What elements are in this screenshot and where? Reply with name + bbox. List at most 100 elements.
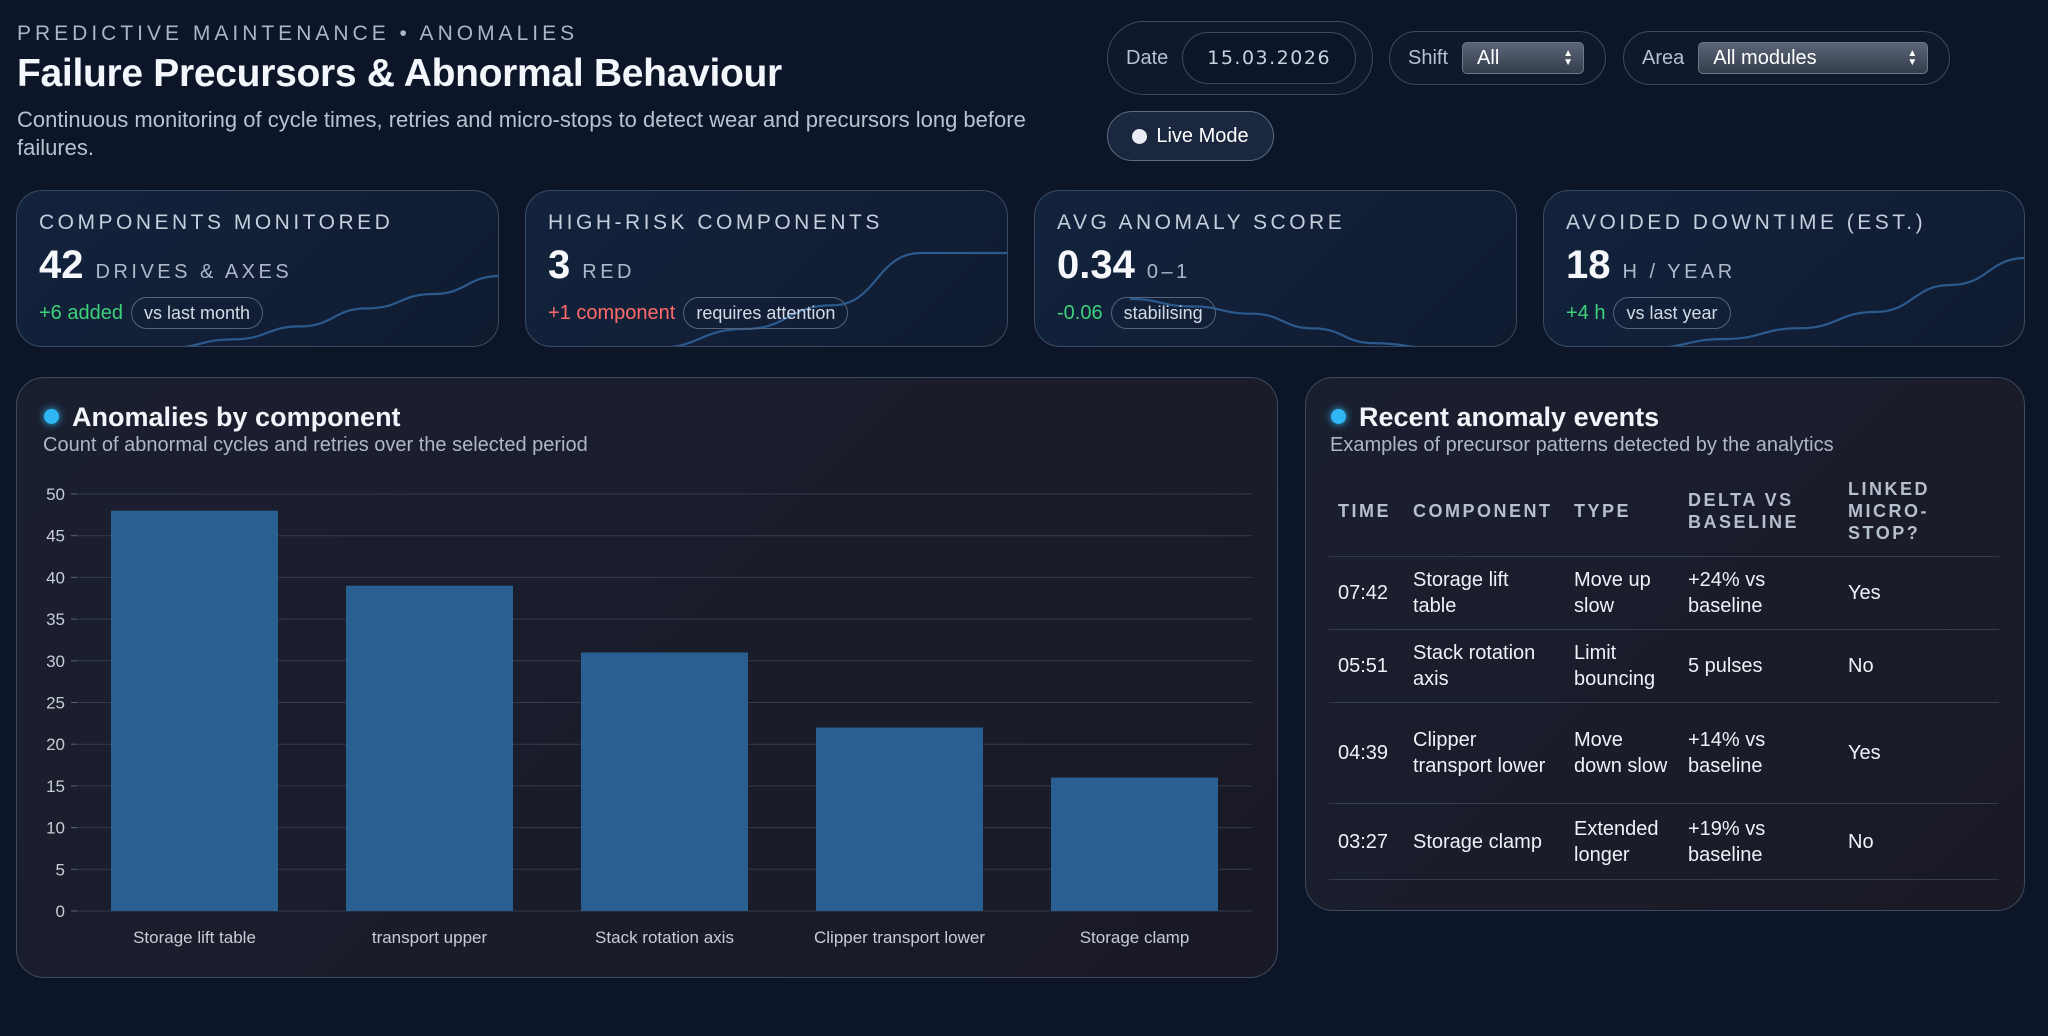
page-subtitle: Continuous monitoring of cycle times, re…: [17, 107, 1026, 160]
column-header-delta: DELTA VS BASELINE: [1688, 490, 1800, 532]
y-tick-label: 30: [46, 652, 65, 671]
kpi-unit: H / YEAR: [1622, 261, 1736, 283]
kpi-sparkline: [1129, 297, 1416, 346]
kpi-value: 18: [1566, 243, 1611, 287]
panel-indicator-dot: [1331, 409, 1346, 424]
kpi-label: COMPONENTS MONITORED: [39, 211, 394, 234]
live-mode-button[interactable]: Live Mode: [1107, 111, 1274, 161]
area-filter: Area All modules ▲ ▼: [1623, 31, 1950, 85]
x-tick-label: Clipper transport lower: [814, 928, 985, 947]
area-select-value: All modules: [1713, 46, 1817, 69]
bar[interactable]: [346, 585, 513, 911]
select-arrows-icon: ▲ ▼: [1907, 48, 1918, 68]
bar[interactable]: [1051, 777, 1218, 911]
y-tick-label: 5: [56, 860, 65, 879]
kpi-value: 42: [39, 243, 84, 287]
kpi-value: 3: [548, 243, 571, 287]
y-tick-label: 25: [46, 694, 65, 713]
event-linked-microstop: Yes: [1839, 556, 1999, 630]
table-row[interactable]: 07:42 Storage lift table Move up slow +2…: [1329, 556, 1999, 630]
section-eyebrow: PREDICTIVE MAINTENANCE • ANOMALIES: [17, 22, 579, 45]
bar[interactable]: [816, 727, 983, 911]
event-linked-microstop: No: [1839, 803, 1999, 880]
kpi-delta: +1 component: [548, 301, 676, 324]
events-table: TIME COMPONENT TYPE DELTA VS BASELINE LI…: [1329, 478, 1999, 880]
event-type: Move up slow: [1565, 556, 1679, 630]
kpi-comparison-chip: vs last month: [130, 297, 264, 329]
y-tick-label: 40: [46, 568, 65, 587]
event-component: Storage clamp: [1404, 803, 1565, 880]
event-delta: +24% vs baseline: [1679, 556, 1840, 630]
shift-select[interactable]: All ▲ ▼: [1462, 42, 1585, 74]
event-component: Storage lift table: [1404, 556, 1565, 630]
kpi-delta: -0.06: [1057, 301, 1103, 324]
x-tick-label: transport upper: [372, 928, 488, 947]
kpi-value: 0.34: [1057, 243, 1135, 287]
kpi-card-avg-anomaly-score: AVG ANOMALY SCORE 0.34 0–1 -0.06 stabili…: [1034, 190, 1517, 347]
column-header-component: COMPONENT: [1413, 501, 1553, 521]
event-time: 05:51: [1329, 629, 1404, 703]
bar[interactable]: [581, 652, 748, 911]
x-tick-label: Storage lift table: [133, 928, 256, 947]
event-type: Limit bouncing: [1565, 629, 1679, 703]
kpi-card-avoided-downtime: AVOIDED DOWNTIME (EST.) 18 H / YEAR +4 h…: [1543, 190, 2025, 347]
kpi-unit: RED: [582, 261, 635, 283]
kpi-comparison-chip: vs last year: [1613, 297, 1731, 329]
chart-panel-title: Anomalies by component: [72, 402, 401, 432]
kpi-comparison-chip: stabilising: [1110, 297, 1216, 329]
event-linked-microstop: Yes: [1839, 702, 1999, 804]
event-time: 03:27: [1329, 803, 1404, 880]
anomalies-chart-panel: Anomalies by component Count of abnormal…: [16, 377, 1278, 978]
chart-panel-subtitle: Count of abnormal cycles and retries ove…: [43, 434, 588, 456]
y-tick-label: 45: [46, 527, 65, 546]
anomalies-bar-chart: 0 5 10 15 20 25 30 35 40 45 50 Storage lift table tr…: [46, 485, 1252, 947]
event-type: Move down slow: [1565, 702, 1679, 804]
kpi-sparkline: [1667, 257, 2024, 346]
sparkline-path: [1129, 297, 1416, 346]
shift-label: Shift: [1408, 46, 1449, 69]
x-tick-label: Storage clamp: [1080, 928, 1190, 947]
kpi-delta: +6 added: [39, 301, 123, 324]
live-dot-icon: [1132, 128, 1148, 144]
shift-select-value: All: [1477, 46, 1500, 69]
kpi-label: AVOIDED DOWNTIME (EST.): [1566, 211, 1927, 234]
event-time: 07:42: [1329, 556, 1404, 630]
panel-indicator-dot: [44, 409, 59, 424]
table-row[interactable]: 03:27 Storage clamp Extended longer +19%…: [1329, 803, 1999, 880]
area-select[interactable]: All modules ▲ ▼: [1698, 42, 1929, 74]
y-tick-label: 15: [46, 777, 65, 796]
column-header-linked-microstop: LINKED MICRO-STOP?: [1848, 479, 1931, 543]
event-time: 04:39: [1329, 702, 1404, 804]
table-header-row: TIME COMPONENT TYPE DELTA VS BASELINE LI…: [1329, 478, 1999, 557]
shift-filter: Shift All ▲ ▼: [1389, 31, 1606, 85]
kpi-sparkline: [183, 275, 498, 346]
kpi-delta: +4 h: [1566, 301, 1606, 324]
kpi-unit: 0–1: [1146, 261, 1191, 283]
kpi-card-components-monitored: COMPONENTS MONITORED 42 DRIVES & AXES +6…: [16, 190, 499, 347]
table-row[interactable]: 05:51 Stack rotation axis Limit bouncing…: [1329, 629, 1999, 703]
page-title: Failure Precursors & Abnormal Behaviour: [17, 52, 782, 95]
sparkline-path: [183, 275, 498, 346]
recent-events-panel: Recent anomaly events Examples of precur…: [1305, 377, 2025, 911]
area-label: Area: [1642, 46, 1685, 69]
select-arrows-icon: ▲ ▼: [1563, 48, 1574, 68]
kpi-label: AVG ANOMALY SCORE: [1057, 211, 1346, 234]
events-panel-subtitle: Examples of precursor patterns detected …: [1330, 434, 1834, 456]
bar[interactable]: [111, 510, 278, 911]
kpi-unit: DRIVES & AXES: [95, 261, 293, 283]
events-panel-title: Recent anomaly events: [1359, 402, 1660, 432]
table-row[interactable]: 04:39 Clipper transport lower Move down …: [1329, 702, 1999, 804]
x-tick-label: Stack rotation axis: [595, 928, 734, 947]
date-label: Date: [1126, 46, 1169, 69]
y-tick-label: 10: [46, 819, 65, 838]
event-delta: 5 pulses: [1679, 629, 1840, 703]
kpi-card-high-risk: HIGH-RISK COMPONENTS 3 RED +1 component …: [525, 190, 1008, 347]
event-component: Stack rotation axis: [1404, 629, 1565, 703]
y-tick-label: 20: [46, 735, 65, 754]
y-tick-label: 35: [46, 610, 65, 629]
event-type: Extended longer: [1565, 803, 1679, 880]
event-delta: +19% vs baseline: [1679, 803, 1840, 880]
y-tick-label: 0: [56, 902, 65, 921]
event-component: Clipper transport lower: [1404, 702, 1565, 804]
date-input[interactable]: 15.03.2026: [1182, 32, 1357, 84]
